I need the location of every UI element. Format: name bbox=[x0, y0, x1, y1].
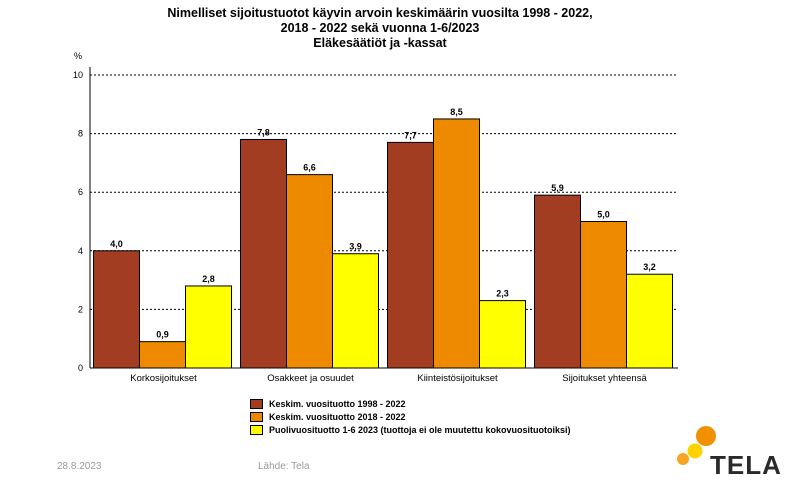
x-tick-label: Korkosijoitukset bbox=[130, 373, 197, 384]
legend-item: Puolivuosituotto 1-6 2023 (tuottoja ei o… bbox=[250, 424, 571, 436]
data-label: 5,0 bbox=[597, 210, 610, 220]
bar bbox=[332, 253, 379, 369]
y-tick-label: 10 bbox=[73, 70, 83, 80]
data-label: 2,3 bbox=[496, 289, 509, 299]
legend-swatch bbox=[250, 399, 263, 409]
y-tick-label: 8 bbox=[78, 129, 83, 139]
legend-label: Keskim. vuosituotto 2018 - 2022 bbox=[269, 412, 406, 422]
bar bbox=[626, 273, 673, 369]
title-line: 2018 - 2022 sekä vuonna 1-6/2023 bbox=[280, 21, 480, 35]
chart-title: Nimelliset sijoitustuotot käyvin arvoin … bbox=[120, 6, 640, 51]
legend-swatch bbox=[250, 412, 263, 422]
bar bbox=[139, 341, 186, 369]
y-tick-label: 0 bbox=[78, 363, 83, 373]
bar bbox=[93, 250, 140, 369]
chart-legend: Keskim. vuosituotto 1998 - 2022 Keskim. v… bbox=[250, 398, 571, 437]
logo-circle-bottom bbox=[677, 453, 689, 465]
data-label: 3,2 bbox=[643, 262, 656, 272]
data-label: 5,9 bbox=[551, 183, 564, 193]
footer-source: Lähde: Tela bbox=[258, 461, 310, 472]
logo-circle-small bbox=[687, 443, 703, 459]
legend-label: Keskim. vuosituotto 1998 - 2022 bbox=[269, 399, 406, 409]
x-tick-label: Osakkeet ja osuudet bbox=[267, 373, 354, 384]
x-tick-label: Kiinteistösijoitukset bbox=[417, 373, 498, 384]
bar bbox=[433, 118, 480, 369]
y-tick-label: 6 bbox=[78, 187, 83, 197]
y-axis-label: % bbox=[74, 51, 82, 61]
bar bbox=[479, 300, 526, 369]
data-label: 3,9 bbox=[349, 242, 362, 252]
data-label: 7,8 bbox=[257, 127, 270, 137]
footer-date: 28.8.2023 bbox=[57, 461, 102, 472]
x-tick-label: Sijoitukset yhteensä bbox=[562, 373, 647, 384]
title-line: Nimelliset sijoitustuotot käyvin arvoin … bbox=[167, 6, 593, 20]
y-tick-label: 2 bbox=[78, 304, 83, 314]
data-label: 0,9 bbox=[156, 330, 169, 340]
data-label: 8,5 bbox=[450, 107, 463, 117]
legend-item: Keskim. vuosituotto 2018 - 2022 bbox=[250, 411, 571, 423]
data-label: 4,0 bbox=[110, 239, 123, 249]
legend-label: Puolivuosituotto 1-6 2023 (tuottoja ei o… bbox=[269, 425, 571, 435]
tela-logo-icon bbox=[677, 426, 716, 465]
legend-swatch bbox=[250, 425, 263, 435]
bar bbox=[387, 141, 434, 369]
legend-item: Keskim. vuosituotto 1998 - 2022 bbox=[250, 398, 571, 410]
bar bbox=[240, 138, 287, 369]
bar bbox=[580, 221, 627, 369]
logo-text: TELA bbox=[710, 450, 782, 480]
data-label: 2,8 bbox=[202, 274, 215, 284]
data-label: 7,7 bbox=[404, 130, 417, 140]
bar bbox=[185, 285, 232, 369]
data-label: 6,6 bbox=[303, 163, 316, 173]
logo-circle-large bbox=[696, 426, 716, 446]
y-tick-label: 4 bbox=[78, 246, 83, 256]
bar bbox=[534, 194, 581, 369]
title-line: Eläkesäätiöt ja -kassat bbox=[313, 36, 447, 50]
bar-chart: 0 2 4 6 8 10% 4,0 0,9 2,8 Korkosijoitukset 7,8 6,6 3… bbox=[73, 51, 678, 384]
bar bbox=[286, 174, 333, 369]
